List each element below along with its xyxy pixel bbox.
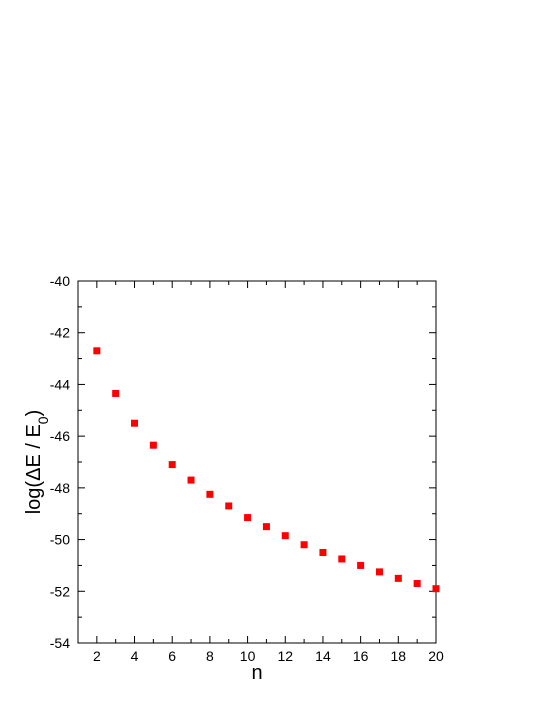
data-point	[112, 389, 120, 397]
y-axis-label-main: log(ΔE / E	[23, 424, 45, 514]
data-point	[338, 555, 346, 563]
x-tick-label: 20	[428, 648, 444, 664]
data-point	[225, 502, 233, 510]
data-point	[281, 532, 289, 540]
x-tick-label: 8	[206, 648, 214, 664]
x-tick-label: 6	[168, 648, 176, 664]
x-tick-label: 4	[131, 648, 139, 664]
x-tick-label: 14	[315, 648, 331, 664]
x-tick-label: 18	[391, 648, 407, 664]
data-point	[206, 490, 214, 498]
y-tick-label: -52	[50, 583, 70, 599]
data-point	[187, 476, 195, 484]
x-axis: 2 4 6 8 10 12 14 16 18 20	[77, 281, 444, 664]
data-point	[168, 461, 176, 469]
data-series	[93, 347, 440, 593]
y-tick-label: -40	[50, 273, 70, 289]
y-tick-label: -54	[50, 635, 70, 651]
y-axis: -54 -52 -50 -48 -46 -44 -42 -40	[50, 273, 436, 651]
data-point	[432, 585, 440, 593]
data-point	[394, 574, 402, 582]
data-point	[131, 419, 139, 427]
plot-frame	[77, 280, 437, 644]
data-point	[262, 523, 270, 531]
y-tick-label: -46	[50, 428, 70, 444]
data-point	[375, 568, 383, 576]
data-point	[93, 347, 101, 355]
data-point	[149, 441, 157, 449]
x-tick-label: 16	[353, 648, 369, 664]
x-tick-label: 10	[240, 648, 256, 664]
data-point	[300, 541, 308, 549]
y-tick-label: -42	[50, 325, 70, 341]
y-tick-label: -48	[50, 480, 70, 496]
data-point	[413, 580, 421, 588]
data-point	[244, 514, 252, 522]
data-point	[319, 549, 327, 556]
x-tick-label: 2	[93, 648, 101, 664]
data-point	[357, 561, 365, 569]
x-tick-label: 12	[277, 648, 293, 664]
y-axis-label-subscript: 0	[35, 416, 51, 424]
y-axis-label: log(ΔE / E0)	[23, 410, 51, 515]
y-axis-label-end: )	[23, 410, 45, 417]
x-axis-label: n	[251, 662, 262, 684]
y-tick-label: -44	[50, 376, 70, 392]
y-tick-label: -50	[50, 532, 70, 548]
